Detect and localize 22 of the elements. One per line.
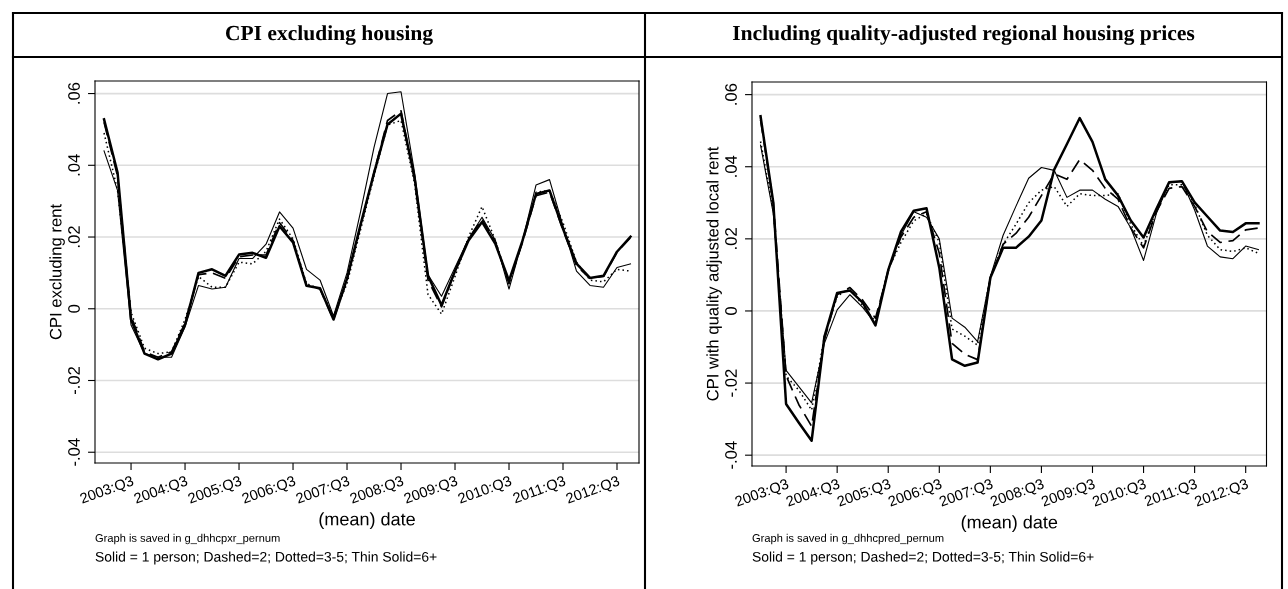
y-tick-label: .06	[68, 82, 80, 104]
chart-title: Including quality-adjusted regional housing prices	[732, 25, 1195, 45]
y-axis-title: CPI excluding rent	[49, 204, 65, 340]
text: Graph is saved in g_dhhcpxr_pernum	[95, 533, 280, 545]
y-tick-label: .04	[68, 154, 80, 176]
chart-title: CPI excluding housing	[225, 25, 433, 45]
y-tick-label: 0	[725, 306, 737, 315]
y-tick-label: -.02	[68, 366, 80, 395]
y-tick-label: .02	[725, 228, 737, 249]
y-tick-label: -.02	[725, 369, 737, 397]
y-tick-label: .06	[725, 83, 737, 105]
y-tick-label: 0	[68, 304, 80, 313]
text: Solid = 1 person; Dashed=2; Dotted=3-5; Thin Solid=6+	[752, 551, 1094, 565]
y-tick-label: -.04	[68, 438, 80, 466]
y-tick-label: .02	[68, 226, 80, 248]
y-tick-label: .04	[725, 155, 737, 177]
text: Graph is saved in g_dhhcpred_pernum	[752, 533, 944, 545]
y-tick-label: -.04	[725, 441, 737, 469]
text: Solid = 1 person; Dashed=2; Dotted=3-5; Thin Solid=6+	[95, 551, 437, 565]
x-axis-title: (mean) date	[319, 512, 415, 530]
x-axis-title: (mean) date	[961, 515, 1058, 533]
y-axis-title: CPI with quality adjusted local rent	[706, 146, 722, 401]
